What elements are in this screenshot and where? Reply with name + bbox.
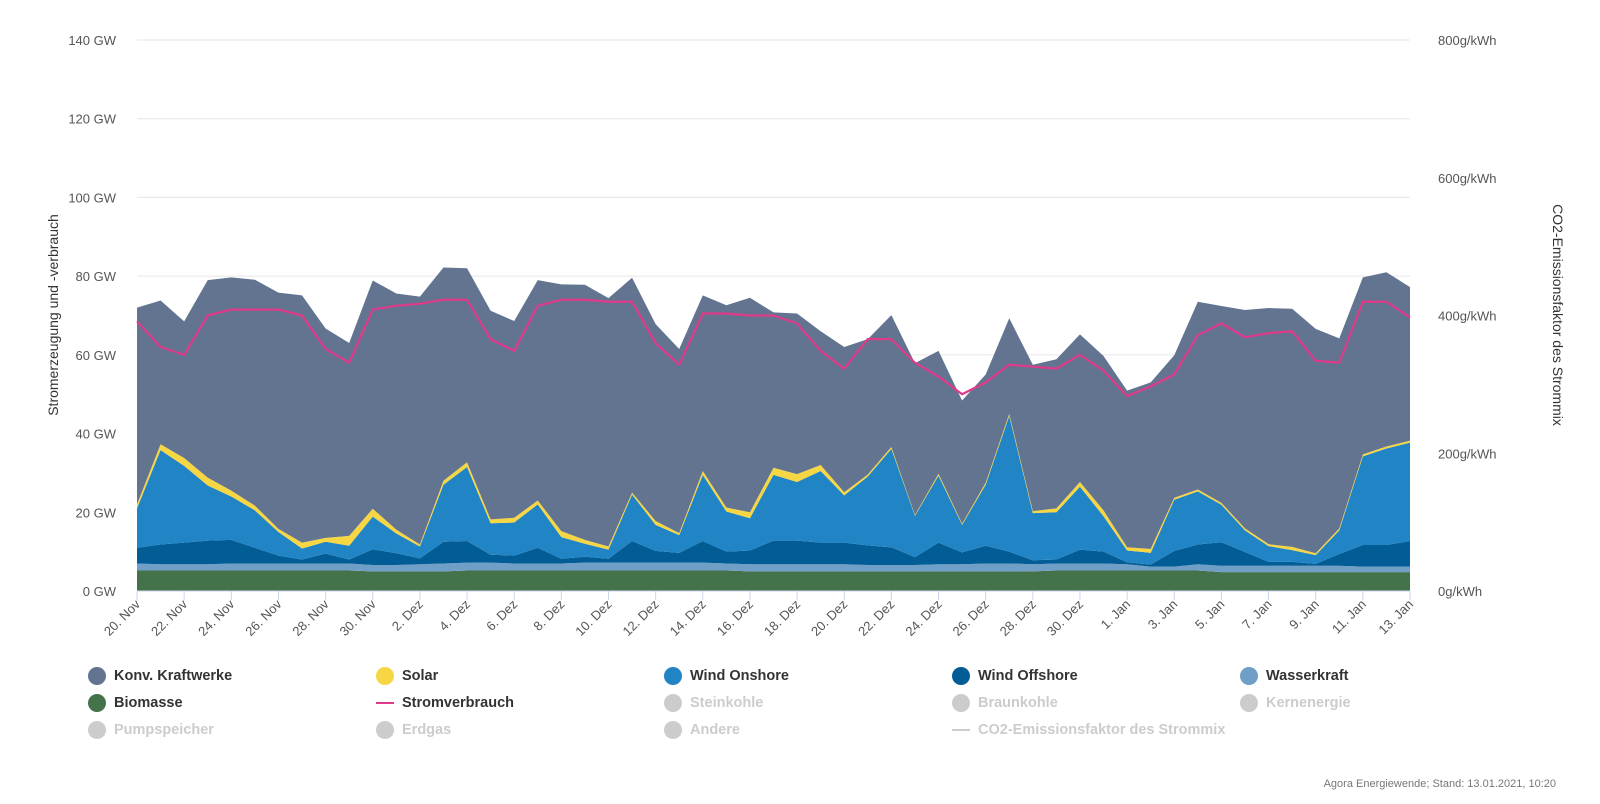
legend-line-marker [952, 728, 970, 731]
legend-label: Braunkohle [978, 694, 1058, 711]
legend-dot-marker [664, 720, 682, 739]
x-tick-label: 30. Dez [1044, 597, 1086, 639]
legend-item-erdgas[interactable]: Erdgas [376, 716, 664, 743]
consumption-line [136, 298, 1411, 398]
x-tick-label: 4. Dez [436, 597, 473, 634]
legend-label: Andere [690, 721, 740, 738]
x-tick-label: 11. Jan [1329, 597, 1369, 637]
legend-dot-marker [664, 666, 682, 685]
legend-label: Steinkohle [690, 694, 764, 711]
legend-item-kernenergie[interactable]: Kernenergie [1240, 689, 1528, 716]
x-tick-label: 9. Jan [1286, 597, 1322, 633]
stacked-areas [137, 267, 1410, 591]
legend-label: CO2-Emissionsfaktor des Strommix [978, 721, 1226, 738]
legend-item-steinkohle[interactable]: Steinkohle [664, 689, 952, 716]
y-right-tick-label: 800g/kWh [1438, 33, 1497, 48]
x-tick-label: 16. Dez [714, 597, 756, 639]
chart: 0 GW 20 GW 40 GW 60 GW 80 GW 100 GW 120 GW 140 … [45, 33, 1566, 639]
y-tick-label: 0 GW [83, 584, 117, 599]
x-tick-label: 30. Nov [337, 596, 380, 639]
legend-dot-marker [952, 666, 970, 685]
legend-label: Kernenergie [1266, 694, 1351, 711]
x-tick-label: 24. Nov [195, 596, 238, 639]
y-tick-label: 80 GW [76, 269, 117, 284]
y-right-tick-label: 0g/kWh [1438, 584, 1482, 599]
y-tick-label: 20 GW [76, 505, 117, 520]
legend-item-biomasse[interactable]: Biomasse [88, 689, 376, 716]
area-wasserkraft[interactable] [137, 562, 1410, 573]
line-stromverbrauch[interactable] [136, 298, 1411, 398]
area-wind-offshore[interactable] [137, 539, 1410, 567]
legend-item-wind-onshore[interactable]: Wind Onshore [664, 662, 952, 689]
legend-dot-marker [376, 720, 394, 739]
x-tick-label: 24. Dez [902, 597, 944, 639]
x-tick-label: 13. Jan [1375, 597, 1416, 638]
area-konv-kraftwerke[interactable] [137, 267, 1410, 554]
x-tick-label: 6. Dez [483, 597, 520, 634]
legend-item-andere[interactable]: Andere [664, 716, 952, 743]
y-tick-label: 120 GW [68, 112, 116, 127]
legend-item-co2-emissionsfaktor-des-strommix[interactable]: CO2-Emissionsfaktor des Strommix [952, 716, 1240, 743]
x-tick-label: 14. Dez [667, 597, 709, 639]
x-tick-label: 8. Dez [530, 597, 567, 634]
legend-dot-marker [88, 666, 106, 685]
legend-dot-marker [1240, 693, 1258, 712]
legend-row: Biomasse Stromverbrauch Steinkohle Braunkoh… [88, 689, 1548, 716]
legend-dot-marker [1240, 666, 1258, 685]
x-tick-label: 22. Nov [148, 596, 191, 639]
legend-line-marker [376, 701, 394, 704]
legend-label: Wind Onshore [690, 667, 789, 684]
legend-row: Konv. Kraftwerke Solar Wind Onshore Wind Of… [88, 662, 1548, 689]
area-biomasse[interactable] [137, 570, 1410, 591]
x-tick-label: 22. Dez [855, 597, 897, 639]
legend-row: Pumpspeicher Erdgas Andere CO2-Emissionsfak… [88, 716, 1548, 743]
legend-dot-marker [664, 693, 682, 712]
x-tick-label: 10. Dez [572, 597, 614, 639]
legend-item-solar[interactable]: Solar [376, 662, 664, 689]
x-tick-label: 28. Nov [289, 596, 332, 639]
legend-label: Stromverbrauch [402, 694, 515, 711]
legend-label: Wasserkraft [1266, 667, 1349, 684]
legend-item-wasserkraft[interactable]: Wasserkraft [1240, 662, 1528, 689]
x-tick-label: 7. Jan [1239, 597, 1275, 633]
x-tick-label: 3. Jan [1145, 597, 1181, 633]
legend-dot-marker [952, 693, 970, 712]
x-tick-label: 26. Dez [949, 597, 991, 639]
legend-label: Konv. Kraftwerke [114, 667, 233, 684]
legend-item-wind-offshore[interactable]: Wind Offshore [952, 662, 1240, 689]
x-tick-label: 20. Dez [808, 597, 850, 639]
x-tick-label: 20. Nov [101, 596, 144, 639]
legend-label: Solar [402, 667, 439, 684]
legend-dot-marker [376, 666, 394, 685]
legend-dot-marker [88, 693, 106, 712]
legend-item-pumpspeicher[interactable]: Pumpspeicher [88, 716, 376, 743]
y-right-tick-label: 200g/kWh [1438, 446, 1497, 461]
x-tick-label: 12. Dez [619, 597, 661, 639]
y-right-tick-label: 400g/kWh [1438, 309, 1497, 324]
legend-item-stromverbrauch[interactable]: Stromverbrauch [376, 689, 664, 716]
legend-dot-marker [88, 720, 106, 739]
legend-item-konv-kraftwerke[interactable]: Konv. Kraftwerke [88, 662, 376, 689]
legend-label: Wind Offshore [978, 667, 1078, 684]
x-tick-label: 28. Dez [997, 597, 1039, 639]
y-right-tick-label: 600g/kWh [1438, 171, 1497, 186]
legend-label: Pumpspeicher [114, 721, 214, 738]
y-axis-title-right: CO2-Emissionsfaktor des Strommix [1550, 204, 1566, 426]
x-tick-label: 2. Dez [389, 597, 426, 634]
legend-label: Erdgas [402, 721, 452, 738]
legend-item-braunkohle[interactable]: Braunkohle [952, 689, 1240, 716]
legend-label: Biomasse [114, 694, 183, 711]
y-tick-label: 60 GW [76, 348, 117, 363]
area-wind-onshore[interactable] [137, 415, 1410, 565]
x-tick-label: 26. Nov [242, 596, 285, 639]
x-tick-label: 1. Jan [1098, 597, 1134, 633]
x-tick-label: 5. Jan [1192, 597, 1228, 633]
y-tick-label: 100 GW [68, 190, 116, 205]
y-tick-label: 140 GW [68, 33, 116, 48]
x-tick-label: 18. Dez [761, 597, 803, 639]
y-axis-title-left: Stromerzeugung und -verbrauch [45, 214, 61, 416]
legend: Konv. Kraftwerke Solar Wind Onshore Wind Of… [88, 662, 1548, 743]
y-tick-label: 40 GW [76, 427, 117, 442]
source-credit: Agora Energiewende; Stand: 13.01.2021, 1… [1323, 778, 1556, 790]
